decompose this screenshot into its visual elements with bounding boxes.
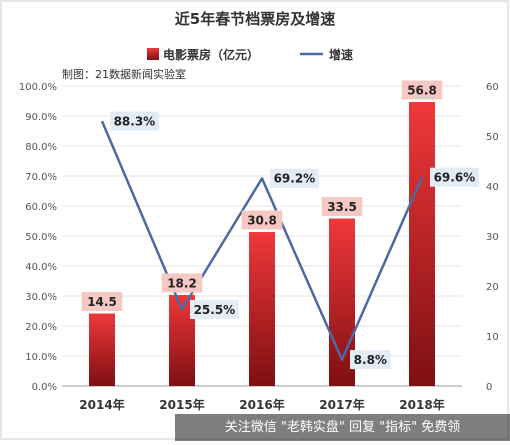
right-axis: 0 10 20 30 40 50 60 (486, 82, 499, 393)
left-tick-label: 20.0% (25, 322, 57, 333)
right-tick-label: 50 (486, 132, 499, 143)
bar-value-label-bg (241, 210, 283, 230)
bar-value-label-bg (161, 273, 203, 293)
x-tick-label: 2015年 (159, 397, 204, 412)
x-tick-label: 2018年 (399, 397, 444, 412)
growth-value-label: 25.5% (194, 303, 236, 317)
bar (89, 313, 115, 386)
growth-value-label: 8.8% (354, 353, 387, 367)
legend-bar-swatch (147, 48, 159, 60)
growth-value-label: 88.3% (114, 114, 156, 128)
bar-value-label: 14.5 (87, 295, 117, 309)
left-tick-label: 70.0% (25, 172, 57, 183)
chart-title: 近5年春节档票房及增速 (175, 10, 335, 28)
right-tick-label: 40 (486, 182, 499, 193)
left-tick-label: 100.0% (19, 82, 57, 93)
bar (409, 102, 435, 386)
x-tick-label: 2017年 (319, 397, 364, 412)
right-tick-label: 60 (486, 82, 499, 93)
bar-value-label-bg (321, 197, 363, 216)
watermark-bar: 关注微信 "老韩实盘" 回复 "指标" 免费领 (175, 414, 510, 441)
x-tick-label: 2014年 (79, 397, 124, 412)
growth-value-label-bg (110, 111, 159, 131)
left-tick-label: 80.0% (25, 142, 57, 153)
growth-value-label-bg (190, 300, 239, 319)
left-tick-label: 30.0% (25, 292, 57, 303)
growth-value-label: 69.2% (274, 172, 316, 186)
left-tick-label: 60.0% (25, 202, 57, 213)
bar-value-label: 33.5 (327, 200, 357, 214)
bar-value-label: 30.8 (247, 213, 277, 227)
left-tick-label: 40.0% (25, 262, 57, 273)
bars (89, 102, 435, 386)
legend: 电影票房（亿元） 增速 (147, 47, 353, 62)
growth-value-label: 69.6% (434, 171, 476, 185)
left-tick-label: 0.0% (32, 382, 57, 393)
right-tick-label: 0 (486, 382, 492, 393)
chart-subtitle: 制图：21数据新闻实验室 (62, 67, 186, 81)
growth-value-label-bg (350, 350, 391, 370)
left-axis: 0.0% 10.0% 20.0% 30.0% 40.0% 50.0% 60.0% 70.0% 8… (19, 82, 57, 393)
bar-value-label-bg (401, 80, 443, 100)
data-labels: 14.5 18.2 30.8 33.5 56.8 88.3% 25.5% 69.2% 8.8% 6… (81, 80, 479, 370)
gridlines (62, 85, 462, 387)
bar (249, 232, 275, 386)
left-tick-label: 50.0% (25, 232, 57, 243)
growth-value-label-bg (430, 167, 479, 187)
x-axis: 2014年 2015年 2016年 2017年 2018年 (79, 397, 444, 412)
right-tick-label: 30 (486, 232, 499, 243)
line-series (100, 120, 424, 361)
growth-line (100, 120, 424, 361)
bar-value-label: 56.8 (407, 83, 437, 97)
left-tick-label: 90.0% (25, 112, 57, 123)
x-tick-label: 2016年 (239, 397, 284, 412)
legend-line-label: 增速 (329, 47, 353, 62)
bar-value-label: 18.2 (167, 276, 197, 290)
legend-bar-label: 电影票房（亿元） (163, 47, 259, 62)
growth-value-label-bg (270, 168, 319, 188)
right-tick-label: 20 (486, 282, 499, 293)
left-tick-label: 10.0% (25, 352, 57, 363)
bar-value-label-bg (81, 292, 123, 311)
right-tick-label: 10 (486, 332, 499, 343)
